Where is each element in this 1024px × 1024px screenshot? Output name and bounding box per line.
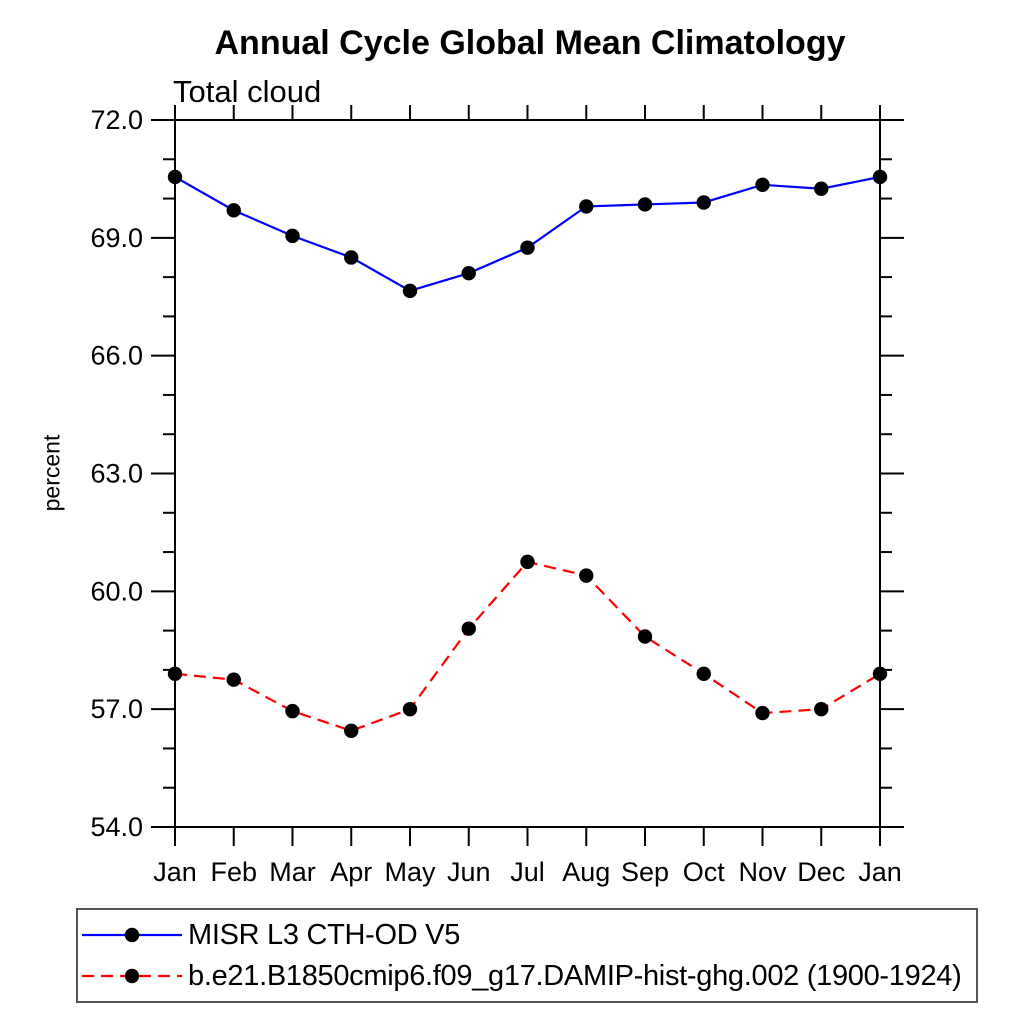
x-tick-label: Jul: [510, 857, 545, 887]
x-tick-label: Mar: [269, 857, 316, 887]
data-point-s0: [285, 228, 300, 244]
legend-item-model: b.e21.B1850cmip6.f09_g17.DAMIP-hist-ghg.…: [78, 959, 976, 993]
data-point-s0: [637, 197, 653, 212]
x-tick-label: Nov: [738, 857, 787, 887]
x-tick-label: Aug: [562, 857, 610, 887]
data-point-s1: [755, 705, 770, 721]
data-point-s1: [226, 672, 241, 687]
x-tick-label: Jan: [153, 857, 197, 887]
data-point-s1: [402, 701, 418, 717]
data-point-s1: [696, 666, 711, 682]
y-tick-label: 60.0: [90, 576, 143, 606]
data-point-s1: [344, 723, 359, 738]
data-point-s1: [167, 666, 183, 682]
data-point-s1: [872, 666, 888, 682]
x-tick-label: Oct: [683, 857, 726, 887]
data-point-s0: [696, 195, 711, 210]
data-point-s0: [579, 199, 594, 214]
x-tick-label: Jun: [447, 857, 491, 887]
y-tick-label: 69.0: [90, 223, 143, 253]
data-point-s1: [285, 703, 300, 719]
data-point-s0: [755, 177, 770, 193]
y-tick-label: 72.0: [90, 105, 143, 135]
chart-subtitle: Total cloud: [173, 74, 322, 109]
series-line-0: [174, 175, 881, 293]
data-point-s0: [344, 250, 359, 265]
data-point-s0: [167, 169, 183, 185]
legend-item-misr: MISR L3 CTH-OD V5: [78, 918, 976, 952]
data-point-s0: [226, 203, 241, 218]
x-tick-label: Dec: [797, 857, 845, 887]
data-point-s0: [872, 169, 888, 185]
legend-sample-marker: [124, 927, 140, 943]
legend-line-misr-icon: [82, 927, 182, 943]
legend: MISR L3 CTH-OD V5 b.e21.B1850cmip6.f09_g…: [76, 908, 978, 1003]
legend-label-misr: MISR L3 CTH-OD V5: [188, 918, 461, 951]
plot-frame: [174, 119, 881, 828]
y-tick-label: 57.0: [90, 694, 143, 724]
data-point-s0: [402, 283, 418, 299]
x-tick-label: Sep: [621, 857, 669, 887]
x-tick-label: May: [384, 857, 436, 887]
legend-label-model: b.e21.B1850cmip6.f09_g17.DAMIP-hist-ghg.…: [188, 959, 962, 992]
legend-sample-marker: [124, 968, 140, 984]
x-tick-label: Apr: [330, 857, 372, 887]
data-point-s1: [637, 629, 653, 644]
y-tick-label: 66.0: [90, 341, 143, 371]
x-tick-label: Jan: [858, 857, 902, 887]
data-point-s0: [520, 240, 535, 255]
legend-line-model-icon: [82, 968, 182, 984]
data-point-s0: [461, 265, 476, 281]
data-point-s1: [461, 621, 476, 636]
data-point-s1: [814, 701, 829, 717]
y-tick-label: 54.0: [90, 812, 143, 842]
chart-title: Annual Cycle Global Mean Climatology: [214, 24, 846, 62]
data-point-s1: [579, 568, 594, 583]
series-line-1: [174, 560, 881, 732]
x-tick-label: Feb: [210, 857, 257, 887]
data-point-s0: [814, 181, 829, 196]
data-point-s1: [520, 554, 535, 570]
y-tick-label: 63.0: [90, 459, 143, 489]
